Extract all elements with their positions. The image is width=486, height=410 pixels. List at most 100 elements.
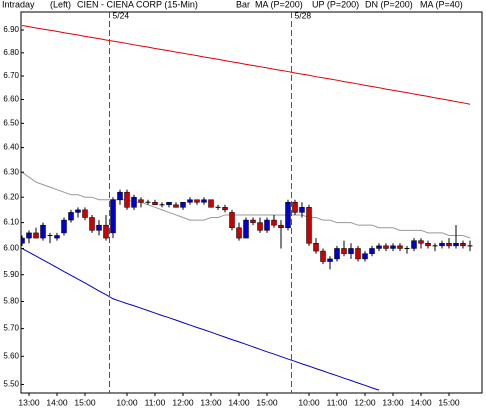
candle-body (201, 199, 207, 203)
candle-body (460, 243, 466, 247)
x-tick-label: 12:00 (172, 397, 194, 407)
y-tick-label: 6.10 (3, 218, 19, 227)
candle-body (418, 240, 424, 244)
candle-body (243, 219, 249, 239)
plot-frame (20, 11, 483, 394)
legend-entry: UP (P=200) (312, 0, 359, 9)
side-label: (Left) (50, 0, 71, 9)
x-tick-label: 11:00 (145, 397, 166, 407)
x-tick-label: 15:00 (438, 397, 460, 407)
candle-body (264, 219, 270, 231)
x-tick-label: 15:00 (74, 397, 96, 407)
candle-body (285, 202, 291, 229)
candle-body (341, 248, 347, 254)
y-tick-label: 6.80 (3, 48, 19, 57)
x-tick-label: 14:00 (46, 397, 68, 407)
candle-body (355, 248, 361, 260)
chart-title: CIEN - CIENA CORP (15-Min) (77, 0, 198, 9)
candle-body (152, 202, 158, 206)
candle-body (187, 199, 193, 203)
candle-body (362, 253, 368, 260)
candle-body (250, 219, 256, 223)
y-tick-label: 6.70 (3, 71, 19, 80)
candle-body (180, 202, 186, 208)
x-tick-label: 15:00 (256, 397, 278, 407)
ma-line (21, 248, 380, 391)
candle-body (236, 227, 242, 239)
candle-body (334, 248, 340, 260)
candle-body (138, 199, 144, 203)
candle-body (306, 207, 312, 244)
y-tick-label: 6.30 (3, 167, 19, 176)
x-tick-label: 14:00 (410, 397, 432, 407)
candle-body (103, 224, 109, 239)
candle-body (229, 212, 235, 229)
candle-body (166, 202, 172, 206)
x-tick-label: 11:00 (327, 397, 348, 407)
legend-entry: MA (P=200) (255, 0, 303, 9)
x-tick-label: 13:00 (200, 397, 222, 407)
x-tick-label: 13:00 (18, 397, 40, 407)
y-tick-label: 6.20 (3, 192, 19, 201)
period-label: Intraday (2, 0, 35, 9)
candle-body (54, 235, 60, 239)
legend-entry: MA (P=40) (420, 0, 463, 9)
x-tick-label: 13:00 (382, 397, 404, 407)
candle-body (26, 232, 32, 239)
candle-body (61, 219, 67, 234)
date-label: 5/28 (295, 10, 312, 20)
y-tick-label: 6.60 (3, 95, 19, 104)
y-tick-label: 6.90 (3, 25, 19, 34)
ma-line (21, 24, 471, 105)
candle-body (439, 243, 445, 247)
candle-body (131, 196, 137, 208)
y-tick-label: 5.70 (3, 324, 19, 333)
y-tick-label: 5.60 (3, 351, 19, 360)
plot-area (21, 24, 473, 391)
y-tick-label: 6.00 (3, 244, 19, 253)
candle-body (117, 191, 123, 200)
candle-body (383, 245, 389, 249)
x-tick-label: 14:00 (228, 397, 250, 407)
candle-body (292, 202, 298, 213)
candle-body (75, 209, 81, 213)
x-tick-label: 12:00 (354, 397, 376, 407)
candle-body (173, 204, 179, 208)
y-tick-label: 5.90 (3, 270, 19, 279)
candle-body (89, 217, 95, 231)
candle-body (271, 219, 277, 226)
candle-body (33, 232, 39, 239)
candle-body (453, 243, 459, 247)
candle-body (68, 212, 74, 221)
legend-entry: DN (P=200) (365, 0, 413, 9)
candle-body (369, 248, 375, 254)
candle-body (390, 245, 396, 249)
ma-line (21, 171, 471, 239)
x-tick-label: 10:00 (116, 397, 138, 407)
x-tick-label: 10:00 (298, 397, 320, 407)
candle-body (411, 240, 417, 249)
candle-body (40, 224, 46, 239)
candle-body (425, 243, 431, 247)
candle-body (124, 191, 130, 208)
candle-body (208, 199, 214, 208)
candle-body (313, 243, 319, 252)
candle-body (376, 245, 382, 249)
y-tick-label: 5.50 (3, 380, 19, 389)
candle-body (348, 248, 354, 254)
candle-body (257, 222, 263, 231)
y-tick-label: 6.40 (3, 143, 19, 152)
candle-body (110, 199, 116, 234)
candle-body (82, 209, 88, 218)
candle-body (278, 224, 284, 229)
style-label: Bar (236, 0, 250, 9)
y-tick-label: 6.50 (3, 118, 19, 127)
candle-body (21, 237, 25, 244)
candle-body (222, 207, 228, 211)
candle-body (299, 207, 305, 213)
candle-body (397, 245, 403, 249)
date-label: 5/24 (113, 10, 130, 20)
candle-body (327, 258, 333, 262)
